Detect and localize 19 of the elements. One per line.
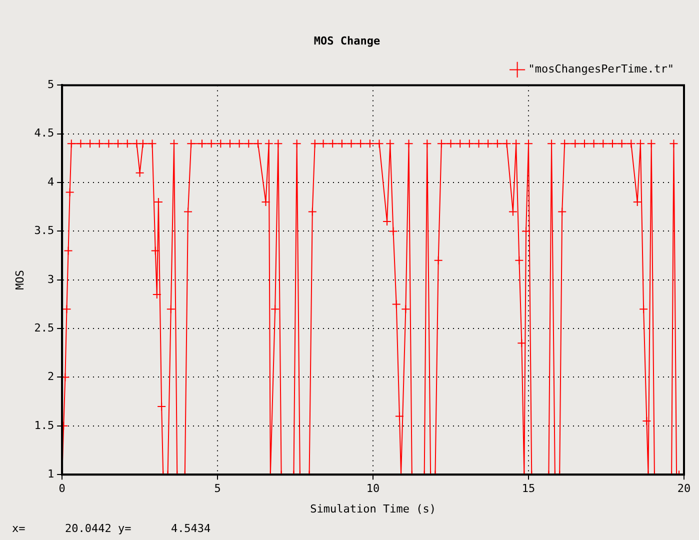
x-tick-label: 10 [366,482,380,496]
y-tick-label: 4 [47,175,54,188]
y-tick-label: 3.5 [34,224,54,238]
y-tick-label: 1 [47,467,54,480]
legend-label: "mosChangesPerTime.tr" [528,62,674,76]
y-tick-label: 1.5 [34,418,54,432]
x-tick-label: 5 [214,482,221,496]
y-axis-title: MOS [13,270,26,290]
y-tick-label: 5 [47,78,54,92]
x-tick-label: 15 [522,482,536,496]
text: x= 20.0442 y= 4.5434 [12,522,211,535]
y-tick-label: 4.5 [34,126,54,140]
chart-title: MOS Change [314,34,380,48]
x-axis-title: Simulation Time (s) [310,502,436,516]
y-tick-label: 2.5 [34,321,54,334]
x-tick-label: 0 [58,482,66,496]
x-tick-label: 20 [677,482,691,496]
y-tick-label: 3 [47,272,54,286]
y-tick-label: 2 [47,370,54,384]
